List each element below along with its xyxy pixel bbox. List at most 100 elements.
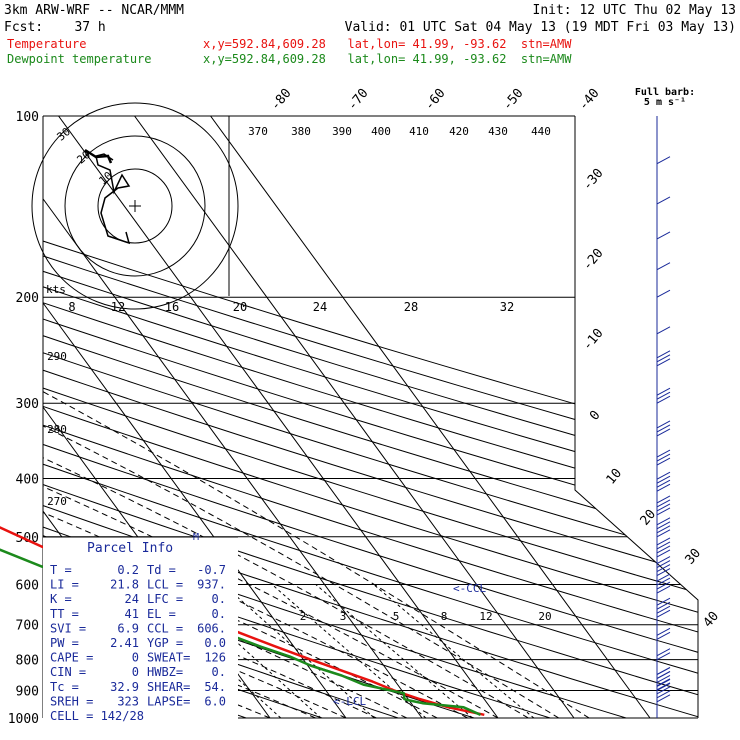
parcel-info-value: 24 bbox=[125, 592, 139, 606]
hodograph-ring bbox=[31, 102, 239, 310]
pressure-label: 700 bbox=[16, 619, 39, 634]
valid-time: Valid: 01 UTC Sat 04 May 13 (19 MDT Fri … bbox=[345, 20, 736, 35]
wind-barb bbox=[656, 387, 671, 404]
parcel-info-mark: M bbox=[193, 532, 199, 543]
wind-barb-flag bbox=[656, 564, 671, 573]
wind-barb bbox=[656, 350, 671, 367]
parcel-info-key: LFC = bbox=[147, 592, 183, 606]
wind-barb bbox=[656, 262, 671, 271]
moist-adiabat bbox=[43, 221, 499, 718]
theta-label: 380 bbox=[291, 125, 311, 138]
parcel-info-panel bbox=[43, 537, 238, 727]
theta-label: 370 bbox=[248, 125, 268, 138]
mixing-ratio-label: 5 bbox=[393, 610, 400, 623]
mixing-ratio-label: 8 bbox=[441, 610, 448, 623]
isotherm-label: -20 bbox=[580, 246, 607, 274]
dry-adiabat bbox=[43, 116, 698, 718]
barb-legend-unit: 5 m s⁻¹ bbox=[644, 97, 686, 108]
parcel-info-value: 2.41 bbox=[110, 636, 139, 650]
parcel-info-value: 0 bbox=[132, 665, 139, 679]
moist-adiabat bbox=[43, 221, 590, 718]
parcel-info-key: PW = bbox=[50, 636, 79, 650]
hodograph-trace-upper bbox=[84, 148, 113, 164]
wind-barb bbox=[656, 678, 671, 703]
wind-barb-flag bbox=[656, 601, 671, 610]
parcel-info-value: 54. bbox=[204, 680, 226, 694]
parcel-info-key: CIN = bbox=[50, 665, 86, 679]
dry-adiabat bbox=[43, 116, 698, 718]
hodograph-trace bbox=[95, 153, 131, 245]
wind-barb-flag bbox=[656, 529, 671, 538]
parcel-info-key: T = bbox=[50, 563, 72, 577]
dry-adiabat bbox=[43, 116, 698, 718]
dry-adiabat bbox=[43, 116, 698, 718]
parcel-info-value: 0. bbox=[212, 592, 226, 606]
wind-barb-flag bbox=[656, 581, 671, 590]
mixing-ratio-label: 2 bbox=[300, 610, 307, 623]
theta-label: 400 bbox=[371, 125, 391, 138]
barb-legend-title: Full barb: bbox=[635, 87, 695, 98]
wind-barb-flag bbox=[656, 560, 671, 569]
wind-barb-flag bbox=[656, 627, 671, 636]
wind-barb-flag bbox=[656, 475, 671, 484]
dry-adiabat bbox=[43, 116, 698, 718]
theta-label: 430 bbox=[488, 125, 508, 138]
isotherm-label: -30 bbox=[580, 166, 607, 194]
wind-barb bbox=[656, 326, 671, 335]
pressure-label: 400 bbox=[16, 472, 39, 487]
dry-adiabat bbox=[43, 116, 399, 718]
wind-barb-flag bbox=[656, 196, 671, 205]
parcel-info-key: TT = bbox=[50, 607, 79, 621]
speed-scale-label: 12 bbox=[111, 300, 125, 314]
wind-barb bbox=[656, 648, 671, 661]
init-time: Init: 12 UTC Thu 02 May 13 bbox=[533, 3, 737, 18]
isotherm-label: -40 bbox=[576, 86, 603, 114]
wind-barb-flag bbox=[656, 585, 671, 594]
pressure-label: 800 bbox=[16, 654, 39, 669]
isotherm-line bbox=[43, 116, 347, 718]
moist-adiabat bbox=[43, 221, 529, 718]
parcel-info-title: Parcel Info bbox=[87, 541, 173, 556]
pressure-label: 200 bbox=[16, 291, 39, 306]
sounding-traces bbox=[0, 526, 485, 717]
dry-adiabat bbox=[43, 116, 698, 718]
wind-barb-flag bbox=[656, 358, 671, 367]
parcel-info-value: 0. bbox=[212, 665, 226, 679]
parcel-info-value: 41 bbox=[125, 607, 139, 621]
hodograph-ring bbox=[97, 168, 173, 244]
isotherm-label: 0 bbox=[587, 408, 604, 424]
wind-barb-flag bbox=[656, 686, 671, 695]
wind-barb bbox=[656, 597, 671, 618]
wind-barbs bbox=[656, 116, 671, 718]
wind-barb-flag bbox=[656, 652, 671, 661]
dry-adiabat bbox=[43, 116, 698, 718]
wind-barb-flag bbox=[656, 457, 671, 466]
parcel-info-value: 0.0 bbox=[204, 636, 226, 650]
wind-barb bbox=[656, 495, 671, 516]
wind-barb-flag bbox=[656, 648, 671, 657]
wind-barb-flag bbox=[656, 683, 671, 691]
isotherm-label: -50 bbox=[500, 86, 527, 114]
parcel-info-key: EL = bbox=[147, 607, 176, 621]
wind-barb-flag bbox=[656, 479, 671, 488]
pressure-label: 900 bbox=[16, 684, 39, 699]
hodograph-unit-label: kts bbox=[46, 283, 66, 296]
theta-label: 270 bbox=[47, 495, 67, 508]
parcel-info-key: Tc = bbox=[50, 680, 79, 694]
parcel-info-value: 6.0 bbox=[204, 694, 226, 708]
wind-barb-flag bbox=[656, 387, 671, 396]
wind-barb bbox=[656, 289, 671, 298]
wind-barb-flag bbox=[656, 631, 671, 640]
wind-barb-flag bbox=[656, 573, 671, 582]
parcel-info-value: 606. bbox=[197, 621, 226, 635]
wind-barb-flag bbox=[656, 597, 671, 606]
parcel-info-value: 0. bbox=[212, 607, 226, 621]
wind-barb-flag bbox=[656, 671, 671, 679]
wind-barb-flag bbox=[656, 391, 671, 400]
wind-barb bbox=[656, 627, 671, 640]
wind-barb-flag bbox=[656, 675, 671, 683]
mixing-ratio-label: 3 bbox=[340, 610, 347, 623]
dry-adiabat bbox=[43, 116, 698, 718]
mixing-ratio-line bbox=[315, 584, 473, 718]
